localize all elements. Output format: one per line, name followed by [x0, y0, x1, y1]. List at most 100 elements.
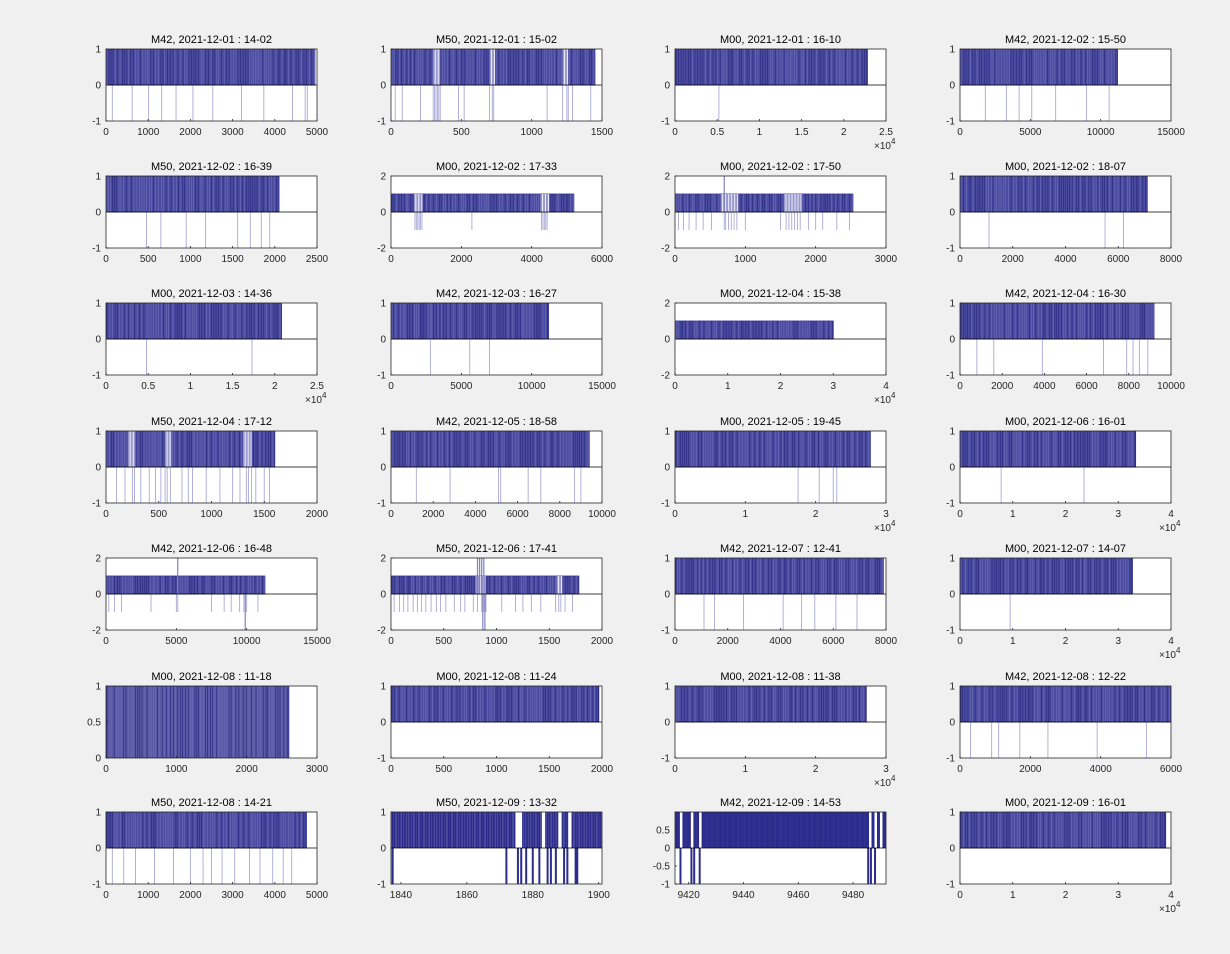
subplot-11: M00, 2021-12-04 : 15-380 1 2 3 4-202×104	[661, 288, 896, 406]
x-tick-label: 15000	[1157, 127, 1185, 138]
x-tick-label: 9460	[787, 890, 810, 901]
subplot-title: M42, 2021-12-06 : 16-48	[151, 543, 272, 555]
subplot-title: M00, 2021-12-08 : 11-18	[151, 671, 271, 683]
y-tick-label: -1	[377, 880, 386, 891]
plot-area	[391, 193, 575, 230]
plot-area	[106, 686, 290, 758]
x-tick-label: 0	[957, 254, 963, 265]
plot-area	[391, 49, 596, 121]
x-tick-label: 2.5	[310, 381, 324, 392]
x-tick-label: 5000	[306, 890, 329, 901]
y-tick-label: 0	[380, 81, 386, 92]
y-tick-label: -2	[661, 371, 670, 382]
data-band	[675, 558, 884, 595]
y-tick-label: 2	[95, 554, 101, 565]
subplot-20: M00, 2021-12-07 : 14-070 1 2 3 4-101×104	[946, 543, 1181, 661]
y-tick-label: 0	[949, 844, 955, 855]
x-tick-label: 0	[388, 636, 394, 647]
subplot-title: M42, 2021-12-01 : 14-02	[151, 34, 272, 46]
x-tick-label: 9440	[732, 890, 755, 901]
plot-area	[391, 686, 600, 723]
subplot-title: M00, 2021-12-07 : 14-07	[1005, 543, 1126, 555]
y-tick-label: -2	[661, 244, 670, 255]
data-band	[675, 686, 867, 723]
x-tick-label: 3000	[875, 254, 898, 265]
x-tick-label: 2000	[264, 254, 287, 265]
subplot-title: M50, 2021-12-04 : 17-12	[151, 416, 272, 428]
x-tick-label: 1500	[221, 254, 244, 265]
x-tick-label: 10000	[1087, 127, 1115, 138]
x-tick-label: 2000	[717, 636, 740, 647]
y-tick-label: 0	[380, 335, 386, 346]
y-tick-label: 1	[949, 554, 955, 565]
plot-area	[106, 49, 316, 121]
x-tick-label: 4000	[264, 890, 287, 901]
x-tick-label: 1	[1010, 636, 1016, 647]
x-exponent-label: ×104	[874, 137, 896, 152]
y-tick-label: 0	[664, 463, 670, 474]
subplot-title: M00, 2021-12-06 : 16-01	[1005, 416, 1126, 428]
x-tick-label: 5000	[1019, 127, 1042, 138]
subplot-21: M00, 2021-12-08 : 11-18 0 1000 2000 3000 0 0.5…	[87, 671, 328, 775]
subplot-6: M00, 2021-12-02 : 17-330 2000 4000 6000-202	[377, 161, 613, 265]
x-tick-label: 4000	[769, 636, 792, 647]
x-tick-label: 1000	[200, 509, 223, 520]
x-tick-label: 2000	[1002, 254, 1025, 265]
x-tick-label: 0	[957, 381, 963, 392]
x-tick-label: 0	[672, 764, 678, 775]
subplot-27: M42, 2021-12-09 : 14-53 9420 9440 9460 9480 -…	[653, 797, 887, 901]
y-tick-label: -1	[946, 371, 955, 382]
y-tick-label: 0	[95, 590, 101, 601]
y-tick-label: 1	[949, 427, 955, 438]
y-tick-label: 0	[949, 463, 955, 474]
y-tick-label: -1	[377, 499, 386, 510]
data-band	[106, 49, 316, 86]
subplot-22: M00, 2021-12-08 : 11-24 0 500 1000 1500 2000 -…	[377, 671, 613, 775]
x-tick-label: 2	[272, 381, 278, 392]
x-tick-label: 2000	[991, 381, 1014, 392]
x-tick-label: 0	[103, 381, 109, 392]
y-tick-label: -1	[661, 754, 670, 765]
y-tick-label: 0	[95, 208, 101, 219]
subplot-title: M50, 2021-12-08 : 14-21	[151, 797, 272, 809]
x-tick-label: 2	[778, 381, 784, 392]
x-tick-label: 0	[103, 636, 109, 647]
y-tick-label: 0	[95, 463, 101, 474]
x-tick-label: 500	[435, 636, 452, 647]
plot-area	[106, 431, 276, 503]
x-tick-label: 8000	[1118, 381, 1141, 392]
x-tick-label: 1500	[253, 509, 276, 520]
y-tick-label: 0	[380, 463, 386, 474]
subplot-title: M00, 2021-12-03 : 14-36	[151, 288, 272, 300]
y-tick-label: -2	[377, 244, 386, 255]
subplot-title: M50, 2021-12-09 : 13-32	[436, 797, 557, 809]
x-tick-label: 1.5	[795, 127, 809, 138]
subplot-24: M42, 2021-12-08 : 12-220 2000 4000 6000-101	[946, 671, 1182, 775]
x-tick-label: 1860	[456, 890, 479, 901]
x-tick-label: 6000	[1107, 254, 1130, 265]
x-exponent-label: ×104	[874, 774, 896, 789]
x-tick-label: 3000	[306, 764, 329, 775]
x-tick-label: 1	[743, 509, 749, 520]
y-tick-label: -1	[661, 117, 670, 128]
x-tick-label: 4000	[1054, 254, 1077, 265]
y-tick-label: 0	[95, 754, 101, 765]
y-tick-label: 1	[95, 682, 101, 693]
plot-area	[106, 812, 307, 884]
x-tick-label: 2000	[450, 254, 473, 265]
y-tick-label: 0	[664, 718, 670, 729]
x-tick-label: 0	[672, 636, 678, 647]
x-tick-label: 10000	[588, 509, 616, 520]
y-tick-label: 1	[380, 808, 386, 819]
subplot-title: M50, 2021-12-06 : 17-41	[436, 543, 557, 555]
y-tick-label: 0	[664, 590, 670, 601]
subplot-2: M50, 2021-12-01 : 15-020 500 1000 1500-101	[377, 34, 613, 138]
subplot-title: M50, 2021-12-01 : 15-02	[436, 34, 557, 46]
y-tick-label: -1	[661, 880, 670, 891]
y-tick-label: -2	[92, 626, 101, 637]
subplot-title: M50, 2021-12-02 : 16-39	[151, 161, 272, 173]
x-tick-label: 3000	[221, 127, 244, 138]
subplot-17: M42, 2021-12-06 : 16-48 0 5000 10000 15000 -2…	[92, 543, 331, 647]
y-tick-label: 0	[664, 81, 670, 92]
plot-area	[391, 558, 580, 630]
